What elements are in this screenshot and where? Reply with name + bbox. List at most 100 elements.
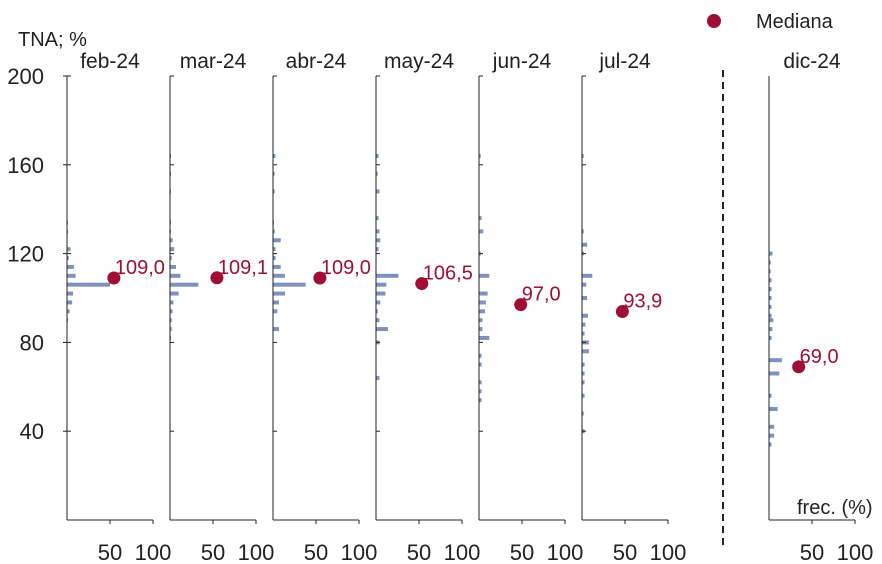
median-label: 97,0 — [522, 284, 561, 306]
histogram-bar — [479, 216, 482, 221]
median-marker — [210, 271, 224, 285]
median-marker — [514, 298, 528, 312]
histogram-bar — [479, 389, 482, 394]
panel-title: dic-24 — [783, 50, 841, 73]
y-tick-label: 120 — [7, 242, 44, 267]
median-marker — [415, 277, 429, 291]
x-tick-label: 50 — [98, 540, 122, 564]
histogram-bar — [769, 296, 772, 300]
histogram-bar — [582, 229, 584, 234]
panel-abr-24: abr-24 50 100 109,0 — [272, 50, 377, 564]
histogram-bar — [273, 153, 276, 158]
histogram-bar — [479, 300, 486, 305]
histogram-bar — [769, 287, 772, 292]
panel-jun-24: jun-24 50 100 97,0 — [478, 50, 584, 564]
histogram-bar — [479, 380, 482, 385]
histogram-bar — [376, 318, 380, 323]
histogram-bar — [273, 264, 281, 269]
histogram-bar — [582, 322, 586, 327]
x-axis-title: frec. (%) — [797, 497, 873, 519]
y-axis-ticks: 40 80 120 160 200 — [7, 64, 44, 444]
histogram-bar — [273, 327, 280, 332]
histogram-bar — [67, 256, 69, 261]
y-tick-label: 40 — [20, 419, 44, 444]
histogram-bar — [67, 300, 73, 305]
panel-dic-24: dic-24 50 100 69,0 — [768, 50, 873, 564]
panel-feb-24: feb-24 50 100 109,0 — [63, 50, 171, 564]
histogram-bar — [273, 309, 278, 314]
histogram-bar — [170, 309, 173, 314]
histogram-bar — [376, 247, 379, 252]
y-tick-label: 200 — [7, 64, 44, 89]
histogram-bar — [273, 189, 275, 194]
histogram-bar — [769, 424, 775, 429]
histogram-bar — [376, 153, 379, 158]
histogram-bar — [67, 273, 76, 278]
histogram-bar — [67, 309, 70, 314]
x-tick-label: 50 — [613, 540, 637, 564]
histogram-bar — [582, 393, 585, 398]
histogram-bar — [376, 238, 381, 243]
histogram-bar — [479, 318, 483, 323]
panel-title: jul-24 — [598, 50, 651, 73]
x-tick-label: 100 — [444, 540, 481, 564]
histogram-bar — [273, 300, 280, 305]
y-tick-label: 160 — [7, 153, 44, 178]
panel-jul-24: jul-24 50 100 93,9 — [581, 50, 687, 564]
histogram-bar — [769, 371, 780, 376]
histogram-bar — [769, 260, 771, 265]
y-axis-title: TNA; % — [18, 29, 87, 51]
histogram-bar — [479, 229, 484, 234]
histogram-bar — [479, 362, 482, 367]
y-tick-label: 80 — [20, 330, 44, 355]
histogram-bar — [67, 247, 71, 252]
x-tick-label: 50 — [407, 540, 431, 564]
histogram-bar — [479, 353, 482, 358]
histogram-bar — [769, 335, 772, 340]
histogram-bar — [170, 256, 172, 261]
x-tick-label: 50 — [800, 540, 824, 564]
x-tick-label: 50 — [201, 540, 225, 564]
histogram-bar — [273, 291, 286, 296]
histogram-bar — [170, 291, 179, 296]
histogram-bar — [582, 380, 585, 385]
histogram-bar — [582, 349, 589, 354]
histogram-bar — [479, 153, 481, 158]
x-tick-label: 50 — [510, 540, 534, 564]
x-tick-label: 100 — [547, 540, 584, 564]
histogram-bar — [170, 273, 181, 278]
histogram-bar — [376, 216, 379, 221]
histogram-bar — [479, 309, 486, 314]
histogram-bar — [273, 238, 281, 243]
histogram-bar — [170, 264, 177, 269]
legend: Mediana — [707, 11, 834, 33]
histogram-bar — [67, 291, 74, 296]
histogram-bar — [170, 238, 173, 243]
histogram-bar — [582, 331, 585, 336]
panel-title: may-24 — [384, 50, 454, 73]
histogram-bar — [376, 327, 389, 332]
legend-median-label: Mediana — [756, 11, 834, 33]
histogram-bar — [769, 278, 772, 283]
histogram-bar — [376, 309, 378, 314]
histogram-bar — [170, 327, 172, 332]
panel-title: abr-24 — [286, 50, 347, 73]
median-marker — [313, 271, 327, 285]
histogram-bar — [769, 358, 782, 363]
histogram-bar — [273, 229, 275, 234]
histogram-bar — [376, 189, 380, 194]
histogram-bar — [376, 229, 380, 234]
histogram-bar — [273, 247, 276, 252]
legend-median-marker — [707, 14, 721, 28]
histogram-bar — [769, 327, 773, 332]
median-marker — [615, 305, 629, 319]
histogram-bar — [170, 318, 172, 323]
x-tick-label: 100 — [650, 540, 687, 564]
median-label: 109,0 — [115, 257, 165, 279]
histogram-bar — [376, 291, 386, 296]
histogram-bar — [582, 273, 593, 278]
histogram-bar — [582, 242, 588, 247]
histogram-bar — [769, 393, 772, 398]
histogram-bar — [582, 371, 585, 376]
